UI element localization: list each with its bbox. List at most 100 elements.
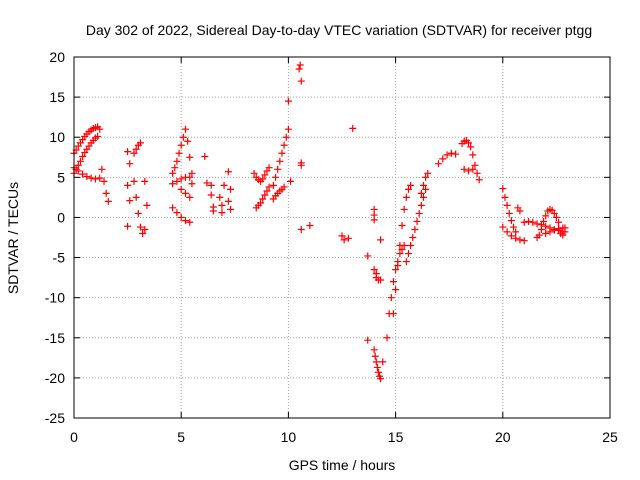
data-point [94, 132, 102, 140]
x-tick-label: 0 [70, 429, 78, 445]
data-point [173, 177, 181, 185]
data-point [280, 141, 288, 149]
series-seg24 [364, 336, 385, 383]
data-point [512, 228, 520, 236]
data-point [396, 242, 404, 250]
data-point [467, 143, 475, 151]
data-point [520, 218, 528, 226]
data-point [177, 175, 185, 183]
data-point [306, 221, 314, 229]
data-point [177, 185, 185, 193]
data-point [261, 191, 269, 199]
data-point [203, 179, 211, 187]
data-point [473, 169, 481, 177]
data-point [417, 201, 425, 209]
data-point [130, 149, 138, 157]
series-seg6 [130, 139, 144, 157]
data-point [265, 183, 273, 191]
data-point [139, 229, 147, 237]
data-point [287, 177, 295, 185]
data-point [173, 157, 181, 165]
data-point [181, 189, 189, 197]
data-point [227, 205, 235, 213]
series-seg38 [514, 204, 524, 215]
data-point [91, 175, 99, 183]
y-tick-label: -25 [45, 410, 65, 426]
data-point [282, 133, 290, 141]
data-point [340, 236, 348, 244]
data-point [552, 213, 560, 221]
data-point [546, 228, 554, 236]
data-point [392, 286, 400, 294]
data-point [263, 187, 271, 195]
data-point [516, 236, 524, 244]
data-point [507, 217, 515, 225]
data-point [79, 152, 87, 160]
data-point [136, 139, 144, 147]
data-point [207, 181, 215, 189]
y-tick-label: 5 [57, 169, 65, 185]
data-point [177, 141, 185, 149]
data-point [439, 155, 447, 163]
data-point [417, 189, 425, 197]
data-point [136, 223, 144, 231]
data-point [407, 242, 415, 250]
data-point [525, 217, 533, 225]
data-point [224, 197, 232, 205]
data-point [422, 185, 430, 193]
x-tick-label: 5 [177, 429, 185, 445]
series-seg11 [169, 204, 194, 226]
x-tick-label: 10 [281, 429, 297, 445]
data-point [96, 174, 104, 182]
data-point [76, 157, 84, 165]
data-point [186, 153, 194, 161]
data-point [181, 217, 189, 225]
series-seg28 [417, 169, 432, 197]
data-point [424, 169, 432, 177]
data-point [79, 170, 87, 178]
series-seg18 [269, 125, 292, 189]
data-point [398, 246, 406, 254]
data-point [179, 133, 187, 141]
data-point [218, 209, 226, 217]
data-point [411, 225, 419, 233]
series-seg29 [434, 149, 460, 168]
data-point [104, 197, 112, 205]
data-point [265, 164, 273, 172]
data-point [387, 294, 395, 302]
data-point [452, 150, 460, 158]
series-seg22 [297, 124, 357, 244]
data-point [542, 229, 550, 237]
data-point [216, 193, 224, 201]
data-point [413, 217, 421, 225]
series-seg30 [458, 136, 477, 159]
y-tick-label: -15 [45, 330, 65, 346]
data-point [464, 139, 472, 147]
data-point [460, 165, 468, 173]
series-seg8 [141, 177, 151, 209]
data-point [555, 218, 563, 226]
series-seg2 [70, 132, 102, 177]
series-seg19 [269, 183, 288, 203]
data-point [250, 169, 258, 177]
data-point [169, 169, 177, 177]
data-point [100, 177, 108, 185]
data-point [402, 258, 410, 266]
x-tick-label: 15 [388, 429, 404, 445]
series-seg3 [70, 164, 104, 183]
data-point [272, 173, 280, 181]
data-point [373, 363, 381, 371]
data-point [207, 191, 215, 199]
data-point [297, 77, 305, 85]
series-seg9 [169, 125, 196, 177]
data-point [370, 266, 378, 274]
data-point [297, 225, 305, 233]
data-point [126, 160, 134, 168]
data-point [377, 276, 385, 284]
data-point [188, 169, 196, 177]
data-point [177, 213, 185, 221]
data-point [338, 232, 346, 240]
series-seg37 [555, 225, 569, 239]
y-tick-labels: -25 -20 -15 -10 -5 0 5 10 15 20 [45, 49, 65, 426]
